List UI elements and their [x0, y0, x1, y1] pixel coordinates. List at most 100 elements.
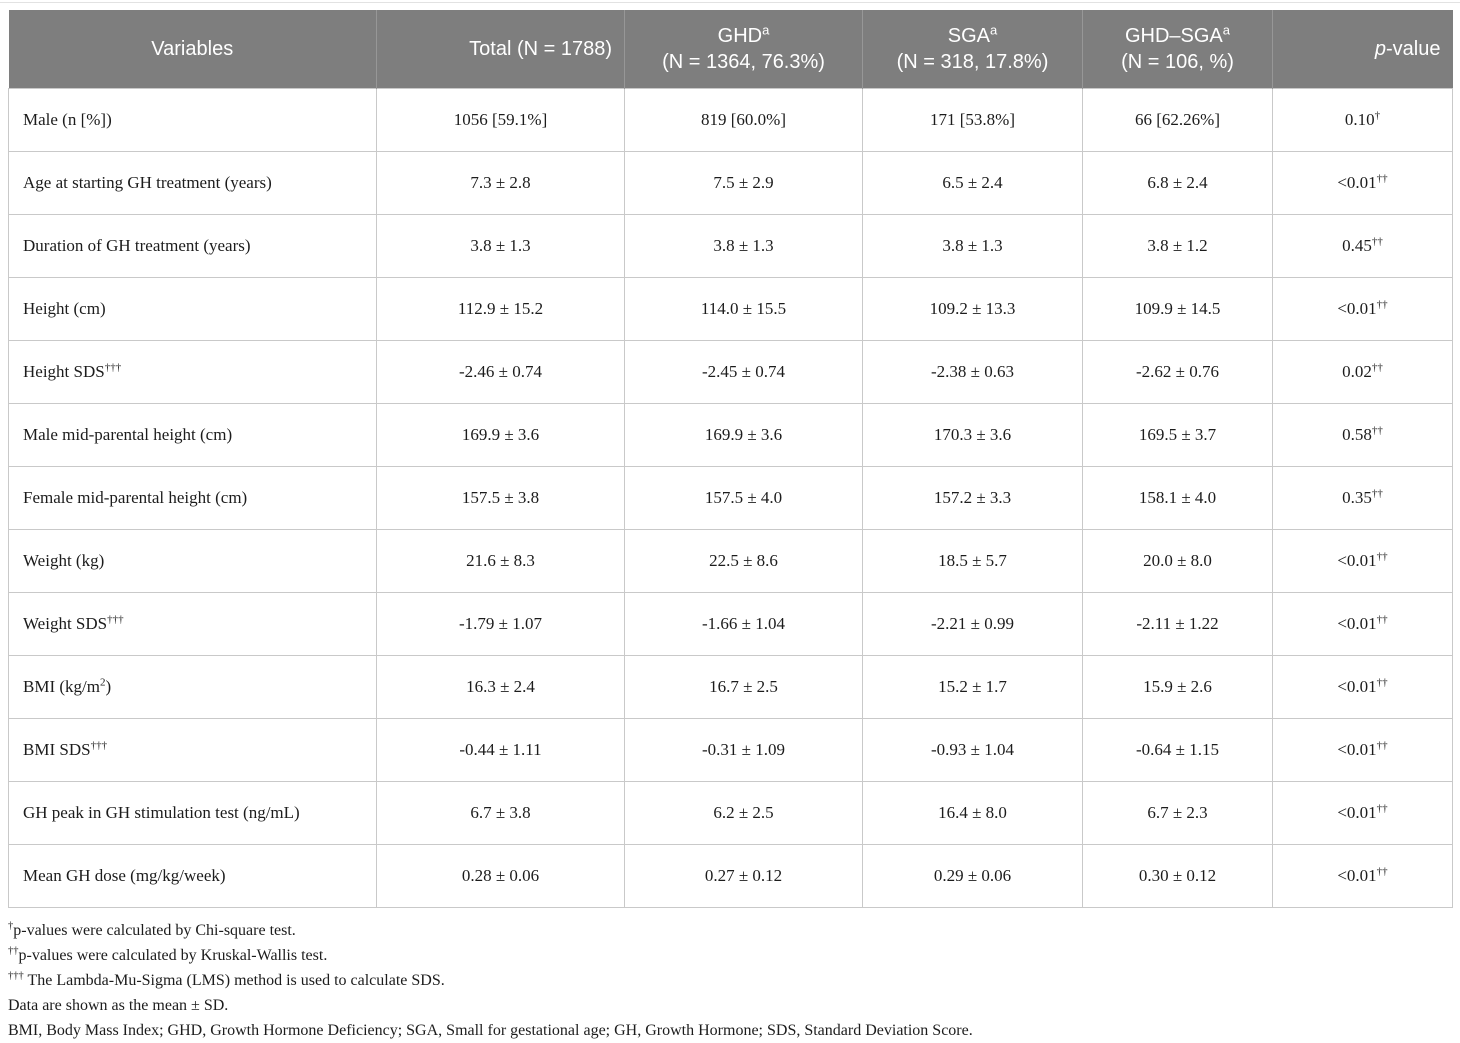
p-value-superscript: ††	[1376, 298, 1388, 311]
ghd-value-cell: 7.5 ± 2.9	[624, 151, 863, 215]
variable-label: Male mid-parental height (cm)	[23, 425, 233, 444]
total-value-cell: 157.5 ± 3.8	[376, 466, 625, 530]
ghd-sga-value-cell: 6.8 ± 2.4	[1082, 151, 1273, 215]
table-header: Variables Total (N = 1788) GHDa (N = 136…	[8, 10, 1453, 89]
p-value-superscript: ††	[1371, 424, 1383, 437]
header-p-value: p-value	[1272, 10, 1453, 89]
sga-value-cell: 16.4 ± 8.0	[862, 781, 1083, 845]
p-value-superscript: †	[1374, 109, 1381, 122]
header-ghd-sga: GHD–SGAa (N = 106, %)	[1082, 10, 1273, 89]
p-value: 0.58	[1342, 425, 1372, 444]
sga-value-cell: -2.38 ± 0.63	[862, 340, 1083, 404]
table-body: Male (n [%]) 1056 [59.1%] 819 [60.0%] 17…	[8, 88, 1453, 908]
ghd-sga-value-cell: 158.1 ± 4.0	[1082, 466, 1273, 530]
p-value-cell: <0.01††	[1272, 151, 1453, 215]
p-value-cell: <0.01††	[1272, 529, 1453, 593]
variable-cell: BMI SDS†††	[8, 718, 377, 782]
ghd-value-cell: 6.2 ± 2.5	[624, 781, 863, 845]
variable-cell: Duration of GH treatment (years)	[8, 214, 377, 278]
p-value: 0.02	[1342, 362, 1372, 381]
table-row: Male (n [%]) 1056 [59.1%] 819 [60.0%] 17…	[8, 88, 1453, 152]
header-sga-n: (N = 318, 17.8%)	[896, 51, 1049, 73]
sga-value-cell: 0.29 ± 0.06	[862, 844, 1083, 908]
variable-label: Weight SDS	[23, 614, 108, 633]
table-row: Female mid-parental height (cm) 157.5 ± …	[8, 466, 1453, 530]
variable-label: GH peak in GH stimulation test (ng/mL)	[23, 803, 300, 822]
p-value: <0.01	[1337, 740, 1377, 759]
total-value-cell: -0.44 ± 1.11	[376, 718, 625, 782]
header-ghd-sga-n: (N = 106, %)	[1121, 51, 1234, 73]
ghd-sga-value-cell: 3.8 ± 1.2	[1082, 214, 1273, 278]
p-value-cell: 0.35††	[1272, 466, 1453, 530]
baseline-characteristics-table-container: Variables Total (N = 1788) GHDa (N = 136…	[8, 10, 1460, 908]
sga-value-cell: 3.8 ± 1.3	[862, 214, 1083, 278]
p-value-superscript: ††	[1376, 802, 1388, 815]
header-ghd-sga-superscript: a	[1222, 22, 1231, 38]
p-value: 0.45	[1342, 236, 1372, 255]
p-value-cell: 0.02††	[1272, 340, 1453, 404]
footnote-text: BMI, Body Mass Index; GHD, Growth Hormon…	[8, 1022, 973, 1039]
p-value-superscript: ††	[1371, 235, 1383, 248]
table-row: Age at starting GH treatment (years) 7.3…	[8, 151, 1453, 215]
variable-label: BMI SDS	[23, 740, 91, 759]
table-row: Weight SDS††† -1.79 ± 1.07 -1.66 ± 1.04 …	[8, 592, 1453, 656]
footnote-line: ††p-values were calculated by Kruskal-Wa…	[8, 943, 1460, 968]
sga-value-cell: 109.2 ± 13.3	[862, 277, 1083, 341]
top-divider	[0, 2, 1460, 3]
table-footnotes: †p-values were calculated by Chi-square …	[8, 918, 1460, 1043]
p-value: <0.01	[1337, 677, 1377, 696]
sga-value-cell: -2.21 ± 0.99	[862, 592, 1083, 656]
ghd-sga-value-cell: 109.9 ± 14.5	[1082, 277, 1273, 341]
table-row: Height SDS††† -2.46 ± 0.74 -2.45 ± 0.74 …	[8, 340, 1453, 404]
p-value-superscript: ††	[1376, 613, 1388, 626]
table-row: BMI SDS††† -0.44 ± 1.11 -0.31 ± 1.09 -0.…	[8, 718, 1453, 782]
ghd-sga-value-cell: 169.5 ± 3.7	[1082, 403, 1273, 467]
p-value-cell: 0.10†	[1272, 88, 1453, 152]
sga-value-cell: 157.2 ± 3.3	[862, 466, 1083, 530]
table-row: Duration of GH treatment (years) 3.8 ± 1…	[8, 214, 1453, 278]
total-value-cell: 112.9 ± 15.2	[376, 277, 625, 341]
header-sga-label: SGA	[947, 25, 990, 47]
total-value-cell: 21.6 ± 8.3	[376, 529, 625, 593]
header-sga: SGAa (N = 318, 17.8%)	[862, 10, 1083, 89]
footnote-line: Data are shown as the mean ± SD.	[8, 993, 1460, 1018]
ghd-value-cell: 0.27 ± 0.12	[624, 844, 863, 908]
sga-value-cell: -0.93 ± 1.04	[862, 718, 1083, 782]
variable-cell: Weight (kg)	[8, 529, 377, 593]
ghd-sga-value-cell: 20.0 ± 8.0	[1082, 529, 1273, 593]
variable-cell: Male (n [%])	[8, 88, 377, 152]
header-p-italic: p	[1374, 38, 1387, 60]
ghd-value-cell: 16.7 ± 2.5	[624, 655, 863, 719]
variable-label: Mean GH dose (mg/kg/week)	[23, 866, 226, 885]
baseline-characteristics-table: Variables Total (N = 1788) GHDa (N = 136…	[8, 10, 1453, 908]
header-variables: Variables	[8, 10, 377, 89]
variable-superscript: †††	[90, 739, 108, 752]
table-row: Mean GH dose (mg/kg/week) 0.28 ± 0.06 0.…	[8, 844, 1453, 908]
ghd-value-cell: 157.5 ± 4.0	[624, 466, 863, 530]
total-value-cell: 3.8 ± 1.3	[376, 214, 625, 278]
header-ghd-sga-label: GHD–SGA	[1124, 25, 1223, 47]
variable-superscript: †††	[107, 613, 124, 626]
ghd-sga-value-cell: 66 [62.26%]	[1082, 88, 1273, 152]
header-ghd-label: GHD	[717, 25, 763, 47]
ghd-value-cell: 114.0 ± 15.5	[624, 277, 863, 341]
ghd-sga-value-cell: -2.11 ± 1.22	[1082, 592, 1273, 656]
footnote-marker: †††	[8, 970, 24, 982]
p-value-cell: <0.01††	[1272, 592, 1453, 656]
variable-superscript: 2	[99, 676, 106, 689]
variable-cell: GH peak in GH stimulation test (ng/mL)	[8, 781, 377, 845]
p-value-cell: <0.01††	[1272, 277, 1453, 341]
sga-value-cell: 6.5 ± 2.4	[862, 151, 1083, 215]
footnote-line: †p-values were calculated by Chi-square …	[8, 918, 1460, 943]
variable-label: Age at starting GH treatment (years)	[23, 173, 272, 192]
variable-superscript: †††	[104, 361, 122, 374]
header-p-rest: -value	[1386, 38, 1441, 60]
p-value: <0.01	[1337, 299, 1377, 318]
ghd-sga-value-cell: 15.9 ± 2.6	[1082, 655, 1273, 719]
header-total-label: Total (N = 1788)	[469, 38, 612, 60]
p-value-cell: <0.01††	[1272, 718, 1453, 782]
total-value-cell: 169.9 ± 3.6	[376, 403, 625, 467]
total-value-cell: 1056 [59.1%]	[376, 88, 625, 152]
p-value-superscript: ††	[1376, 550, 1388, 563]
variable-cell: Age at starting GH treatment (years)	[8, 151, 377, 215]
